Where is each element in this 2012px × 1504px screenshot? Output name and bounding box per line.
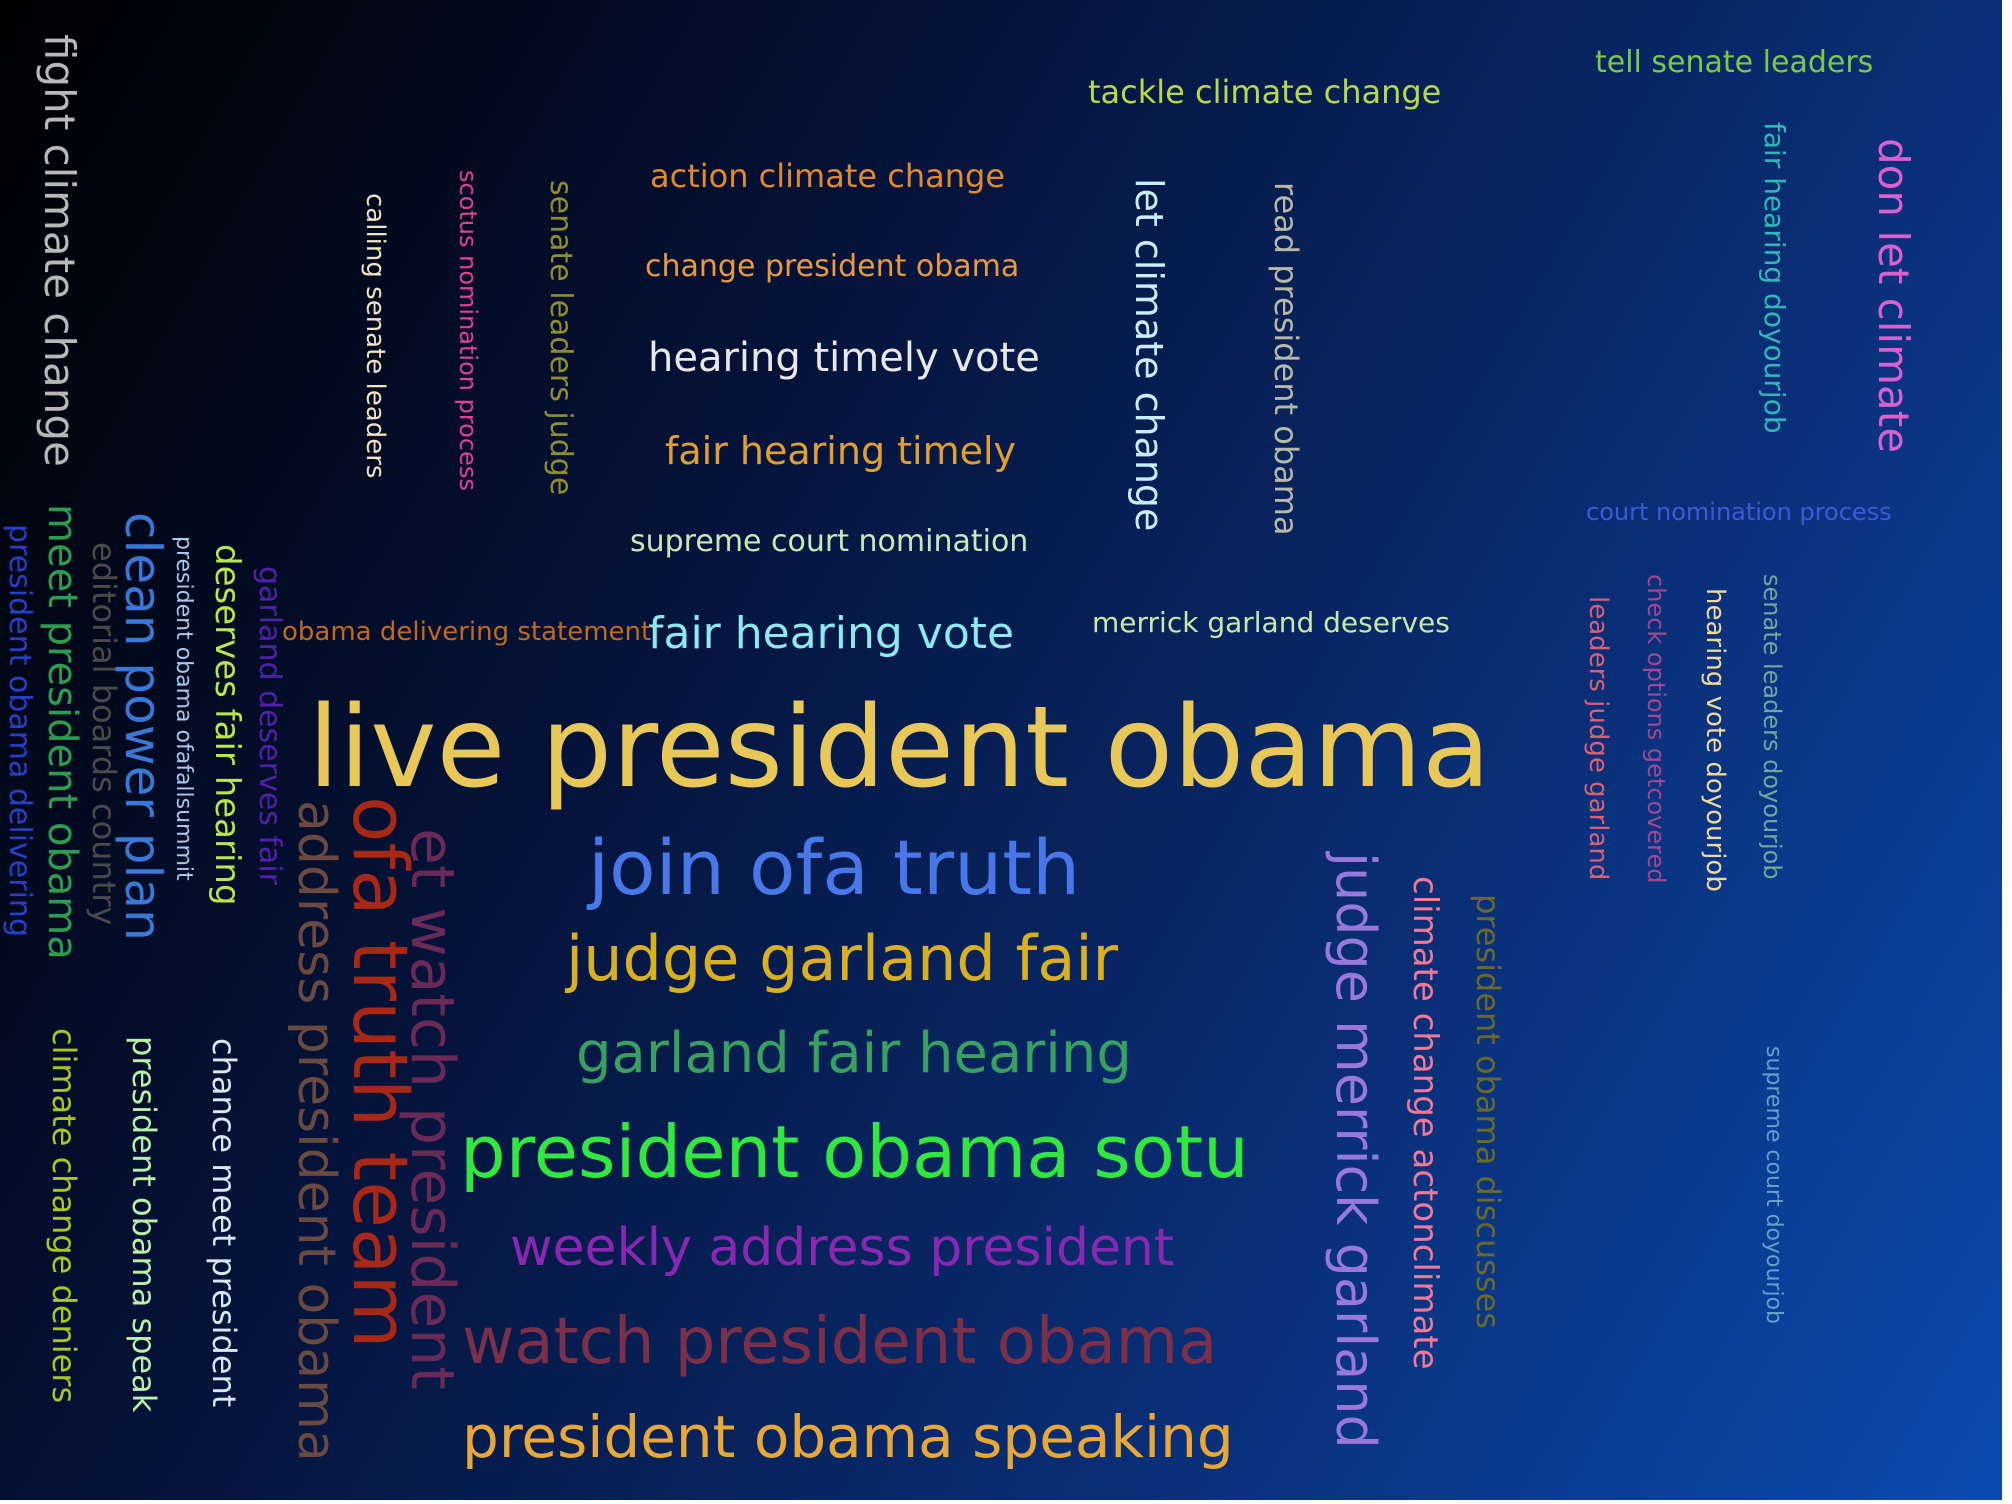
word-meet-president-obama: meet president obama xyxy=(39,504,85,960)
word-judge-garland-fair: judge garland fair xyxy=(566,922,1119,995)
word-senate-leaders-doyourjob: senate leaders doyourjob xyxy=(1758,574,1786,880)
word-president-obama-ofafallsummit: president obama ofafallsummit xyxy=(171,536,196,881)
word-judge-merrick-garland: judge merrick garland xyxy=(1324,852,1387,1449)
word-president-obama-speaking: president obama speaking xyxy=(462,1403,1234,1471)
word-change-president-obama: change president obama xyxy=(645,249,1020,284)
word-let-climate-change: let climate change xyxy=(1127,178,1171,532)
word-president-obama-sotu: president obama sotu xyxy=(460,1110,1249,1194)
word-scotus-nomination-process: scotus nomination process xyxy=(454,170,482,491)
word-read-president-obama: read president obama xyxy=(1267,182,1305,536)
word-live-president-obama: live president obama xyxy=(308,683,1491,813)
word-deserves-fair-hearing: deserves fair hearing xyxy=(207,544,247,906)
word-action-climate-change: action climate change xyxy=(650,157,1005,195)
word-chance-meet-president: chance meet president xyxy=(205,1038,243,1408)
word-leaders-judge-garland: leaders judge garland xyxy=(1583,596,1613,881)
word-garland-deserves-fair: garland deserves fair xyxy=(252,566,287,885)
word-weekly-address-president: weekly address president xyxy=(510,1218,1175,1278)
word-hearing-vote-doyourjob: hearing vote doyourjob xyxy=(1700,588,1730,892)
word-fair-hearing-vote: fair hearing vote xyxy=(648,608,1015,659)
word-president-obama-speak: president obama speak xyxy=(125,1036,163,1413)
word-ofa-truth-team: ofa truth team xyxy=(336,796,425,1349)
word-clean-power-plan: clean power plan xyxy=(114,512,172,941)
word-watch-president-obama: watch president obama xyxy=(462,1305,1218,1379)
word-join-ofa-truth: join ofa truth xyxy=(588,823,1081,912)
word-president-obama-discusses: president obama discusses xyxy=(1469,894,1507,1329)
word-obama-delivering-statement: obama delivering statement xyxy=(282,617,652,647)
word-fight-climate-change: fight climate change xyxy=(35,34,84,467)
word-check-options-getcovered: check options getcovered xyxy=(1642,574,1670,884)
word-supreme-court-doyourjob: supreme court doyourjob xyxy=(1761,1046,1786,1325)
word-tell-senate-leaders: tell senate leaders xyxy=(1595,45,1874,80)
word-merrick-garland-deserves: merrick garland deserves xyxy=(1092,606,1450,639)
word-calling-senate-leaders: calling senate leaders xyxy=(360,193,390,479)
word-hearing-timely-vote: hearing timely vote xyxy=(648,335,1040,381)
word-don-let-climate: don let climate xyxy=(1869,138,1918,454)
word-et-watch-president: et watch president xyxy=(397,828,467,1390)
word-address-president-obama: address president obama xyxy=(286,800,346,1462)
word-climate-change-actonclimate: climate change actonclimate xyxy=(1405,876,1445,1370)
word-garland-fair-hearing: garland fair hearing xyxy=(576,1021,1132,1086)
word-senate-leaders-judge: senate leaders judge xyxy=(543,180,578,496)
word-editorial-boards-country: editorial boards country xyxy=(85,542,123,926)
word-court-nomination-process: court nomination process xyxy=(1586,498,1892,526)
word-climate-change-deniers: climate change deniers xyxy=(45,1028,83,1404)
word-president-obama-delivering: president obama delivering xyxy=(2,524,37,937)
word-supreme-court-nomination: supreme court nomination xyxy=(630,524,1029,559)
word-fair-hearing-doyourjob: fair hearing doyourjob xyxy=(1758,122,1791,434)
word-fair-hearing-timely: fair hearing timely xyxy=(665,429,1017,473)
word-tackle-climate-change: tackle climate change xyxy=(1088,73,1442,111)
